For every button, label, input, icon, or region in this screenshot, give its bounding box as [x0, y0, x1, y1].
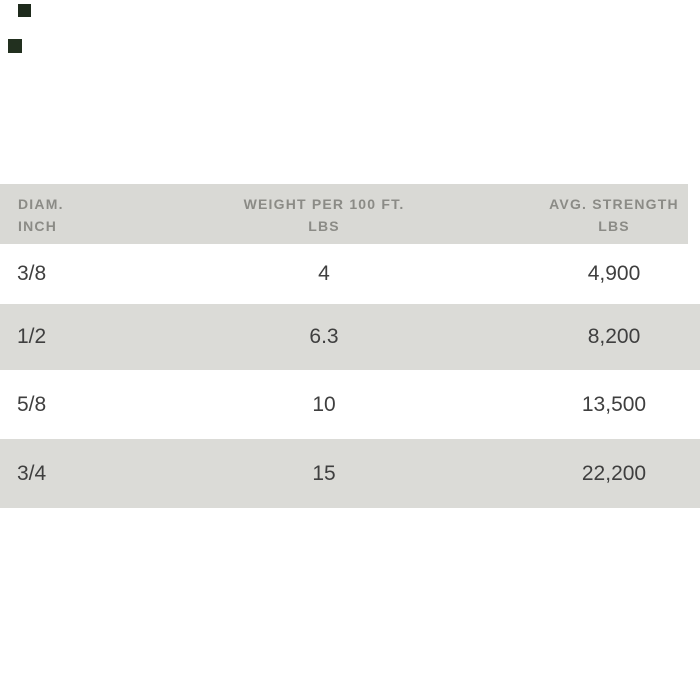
header-strength-line2: LBS — [598, 218, 630, 234]
cell-diameter: 1/2 — [17, 325, 47, 348]
cell-weight: 10 — [312, 392, 336, 416]
table-row: 1/2 6.3 8,200 — [0, 304, 700, 370]
cell-weight: 15 — [312, 461, 336, 485]
header-weight-line1: WEIGHT PER 100 FT. — [243, 196, 405, 212]
table-row: 5/8 10 13,500 — [0, 370, 700, 439]
table-row: 3/4 15 22,200 — [0, 439, 700, 508]
header-cell-strength: AVG. STRENGTH LBS — [528, 184, 700, 237]
color-swatch-icon[interactable] — [8, 39, 22, 53]
header-weight-line2: LBS — [308, 218, 340, 234]
table-row: 3/8 4 4,900 — [0, 244, 700, 304]
cell-diameter: 5/8 — [17, 392, 47, 416]
cell-strength: 13,500 — [581, 392, 647, 416]
cell-strength: 4,900 — [587, 262, 641, 285]
cell-weight: 6.3 — [309, 325, 339, 348]
rope-spec-table: DIAM. INCH WEIGHT PER 100 FT. LBS AVG. S… — [0, 184, 700, 508]
color-swatch-icon[interactable] — [18, 4, 31, 17]
cell-weight: 4 — [318, 262, 330, 285]
cell-strength: 8,200 — [587, 325, 641, 348]
cell-strength: 22,200 — [581, 461, 647, 485]
header-diam-line2: INCH — [18, 218, 58, 234]
table-header-row: DIAM. INCH WEIGHT PER 100 FT. LBS AVG. S… — [0, 184, 688, 244]
cell-diameter: 3/8 — [17, 262, 47, 285]
header-cell-diameter: DIAM. INCH — [0, 184, 120, 237]
header-strength-line1: AVG. STRENGTH — [549, 196, 679, 212]
header-cell-weight: WEIGHT PER 100 FT. LBS — [120, 184, 528, 237]
header-diam-line1: DIAM. — [18, 196, 64, 212]
cell-diameter: 3/4 — [17, 461, 47, 485]
